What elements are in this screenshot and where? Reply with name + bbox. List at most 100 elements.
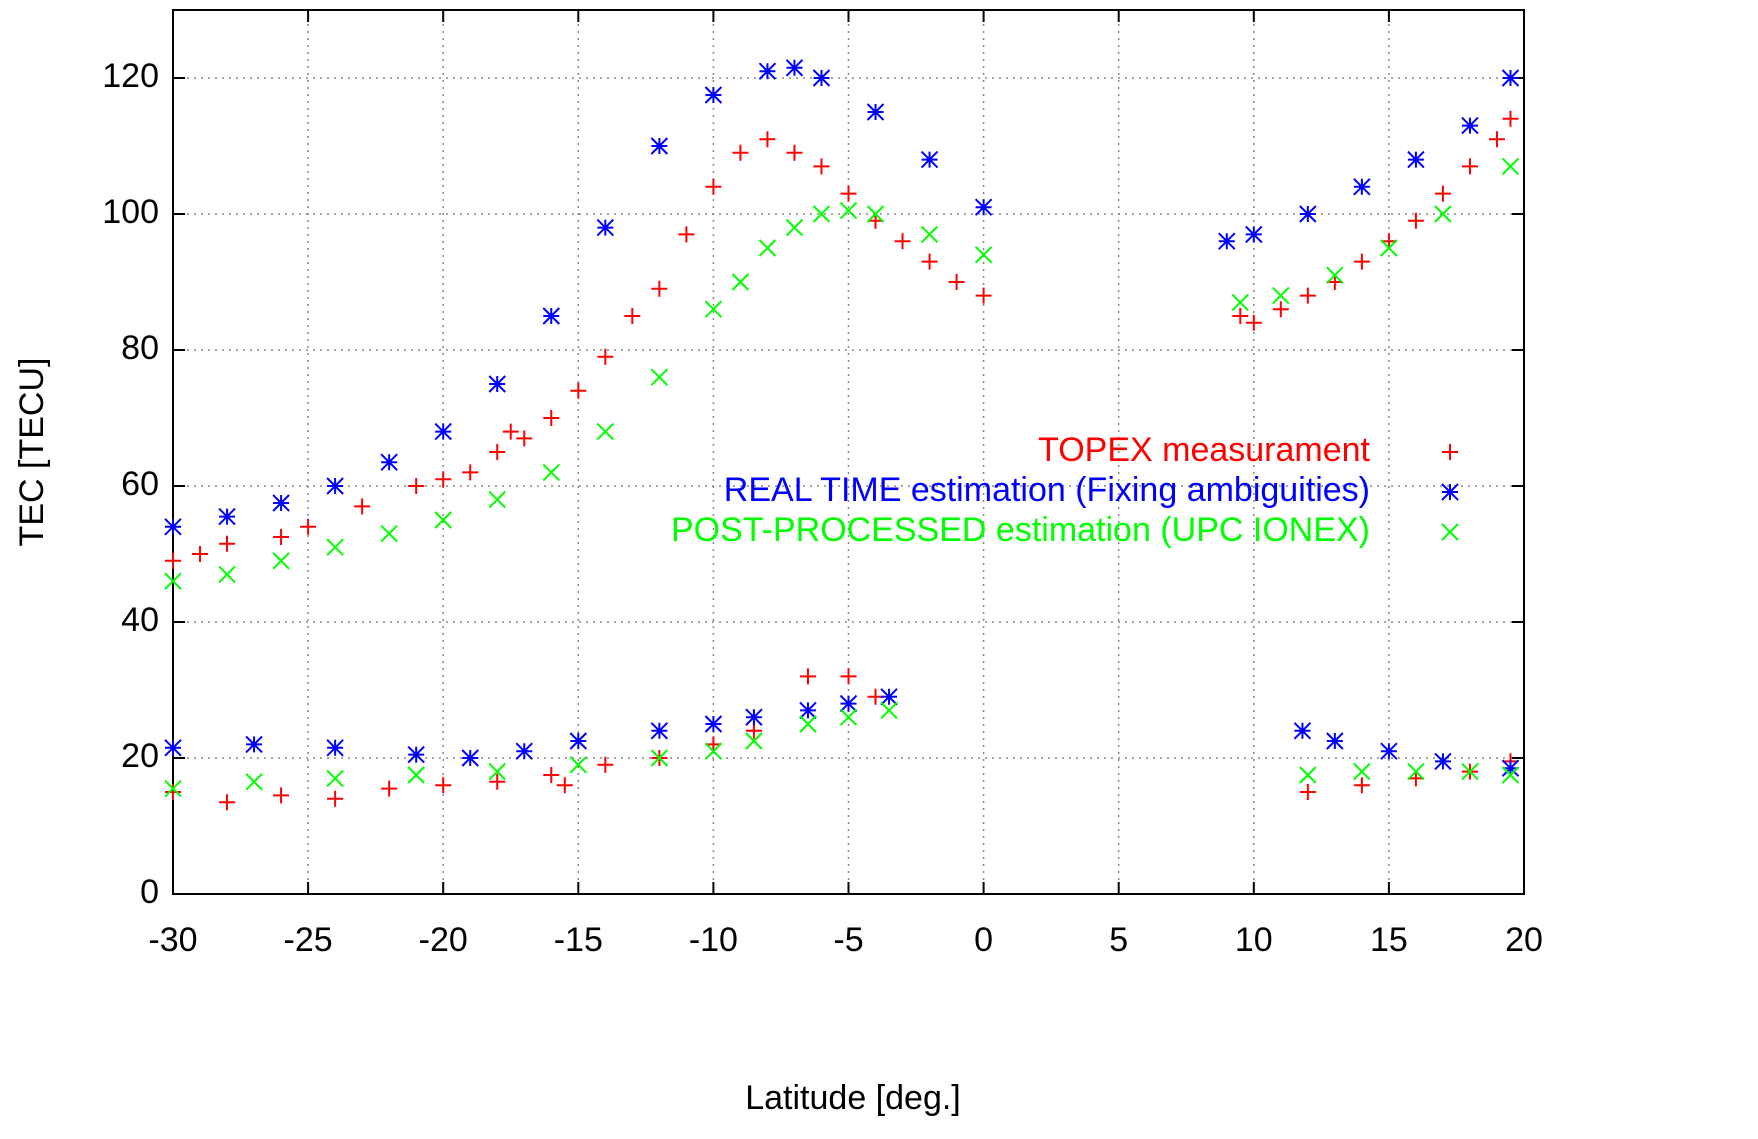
data-point	[326, 538, 344, 556]
data-point	[488, 762, 506, 781]
y-axis-label: TEC [TECU]	[13, 358, 51, 547]
data-point	[1326, 266, 1344, 284]
data-point	[381, 780, 398, 797]
data-point	[596, 218, 615, 237]
x-tick-label: 10	[1235, 921, 1273, 959]
data-point	[785, 218, 804, 237]
data-point	[326, 477, 344, 495]
data-point	[407, 766, 425, 784]
data-point	[731, 273, 750, 291]
data-point	[164, 572, 182, 590]
data-point	[650, 749, 669, 767]
data-point	[704, 300, 723, 318]
data-point	[1501, 759, 1520, 777]
data-point	[597, 756, 614, 773]
data-point	[245, 735, 263, 754]
data-point	[380, 453, 398, 471]
data-point	[502, 423, 519, 440]
data-point	[326, 769, 344, 788]
data-point	[1353, 762, 1371, 781]
data-point	[839, 201, 858, 220]
data-point	[921, 253, 938, 270]
x-tick-label: -25	[284, 921, 333, 959]
x-tick-label: 20	[1505, 921, 1543, 959]
x-tick-label: -10	[689, 921, 738, 959]
data-point	[745, 722, 762, 739]
data-point	[704, 742, 723, 760]
data-point	[1380, 239, 1398, 257]
data-point	[839, 694, 858, 713]
data-point	[596, 422, 615, 441]
data-point	[745, 732, 763, 750]
data-point	[570, 382, 587, 399]
data-point	[799, 668, 816, 685]
data-point	[1293, 722, 1312, 740]
data-point	[920, 150, 939, 169]
data-point	[880, 701, 898, 720]
data-point	[1232, 308, 1249, 324]
data-point	[1407, 770, 1424, 787]
data-point	[165, 784, 181, 800]
data-point	[515, 742, 533, 760]
data-point	[840, 668, 857, 685]
data-point	[920, 225, 939, 244]
data-point	[543, 767, 560, 783]
data-point	[650, 722, 669, 740]
data-point	[1407, 212, 1424, 229]
data-point	[434, 511, 452, 529]
data-point	[1272, 301, 1289, 318]
data-point	[799, 701, 817, 720]
data-point	[542, 307, 560, 325]
data-point	[624, 308, 641, 324]
data-point	[758, 62, 777, 80]
legend-label: POST-PROCESSED estimation (UPC IONEX)	[671, 511, 1370, 549]
data-point	[164, 739, 182, 757]
legend-label: TOPEX measurament	[1038, 431, 1371, 469]
data-point	[543, 410, 560, 426]
data-point	[1326, 274, 1343, 290]
data-point	[272, 494, 290, 512]
y-tick-label: 120	[102, 57, 159, 95]
y-tick-label: 100	[102, 193, 159, 231]
data-point	[408, 478, 425, 494]
data-point	[745, 708, 763, 726]
data-point	[704, 715, 723, 733]
data-point	[489, 444, 506, 460]
data-point	[732, 144, 749, 161]
data-point	[272, 552, 290, 570]
data-point	[407, 745, 425, 764]
data-point	[1353, 253, 1370, 270]
data-point	[1434, 185, 1451, 202]
data-point	[1299, 784, 1316, 800]
data-point	[705, 736, 722, 753]
data-point	[300, 518, 317, 535]
data-point	[1501, 157, 1520, 176]
data-point	[1353, 178, 1371, 196]
x-tick-label: -30	[148, 921, 197, 959]
x-tick-label: -20	[419, 921, 468, 959]
data-point	[219, 535, 236, 552]
data-point	[651, 280, 668, 297]
data-point	[1272, 286, 1290, 305]
data-point	[556, 777, 573, 794]
data-point	[813, 158, 830, 175]
data-point	[434, 422, 452, 441]
legend-marker	[1441, 483, 1459, 501]
data-point	[1353, 777, 1370, 794]
data-point	[435, 777, 452, 794]
data-point	[867, 212, 884, 229]
data-point	[1434, 205, 1452, 223]
data-point	[866, 205, 885, 223]
data-point	[705, 178, 722, 195]
y-tick-label: 40	[121, 601, 159, 639]
data-point	[327, 790, 344, 807]
data-point	[569, 756, 588, 774]
data-point	[785, 59, 804, 77]
data-point	[948, 274, 965, 290]
data-point	[516, 430, 533, 447]
data-point	[462, 464, 479, 481]
data-point	[812, 205, 831, 223]
data-point	[1299, 287, 1316, 304]
data-point	[799, 715, 817, 733]
data-point	[488, 375, 506, 393]
